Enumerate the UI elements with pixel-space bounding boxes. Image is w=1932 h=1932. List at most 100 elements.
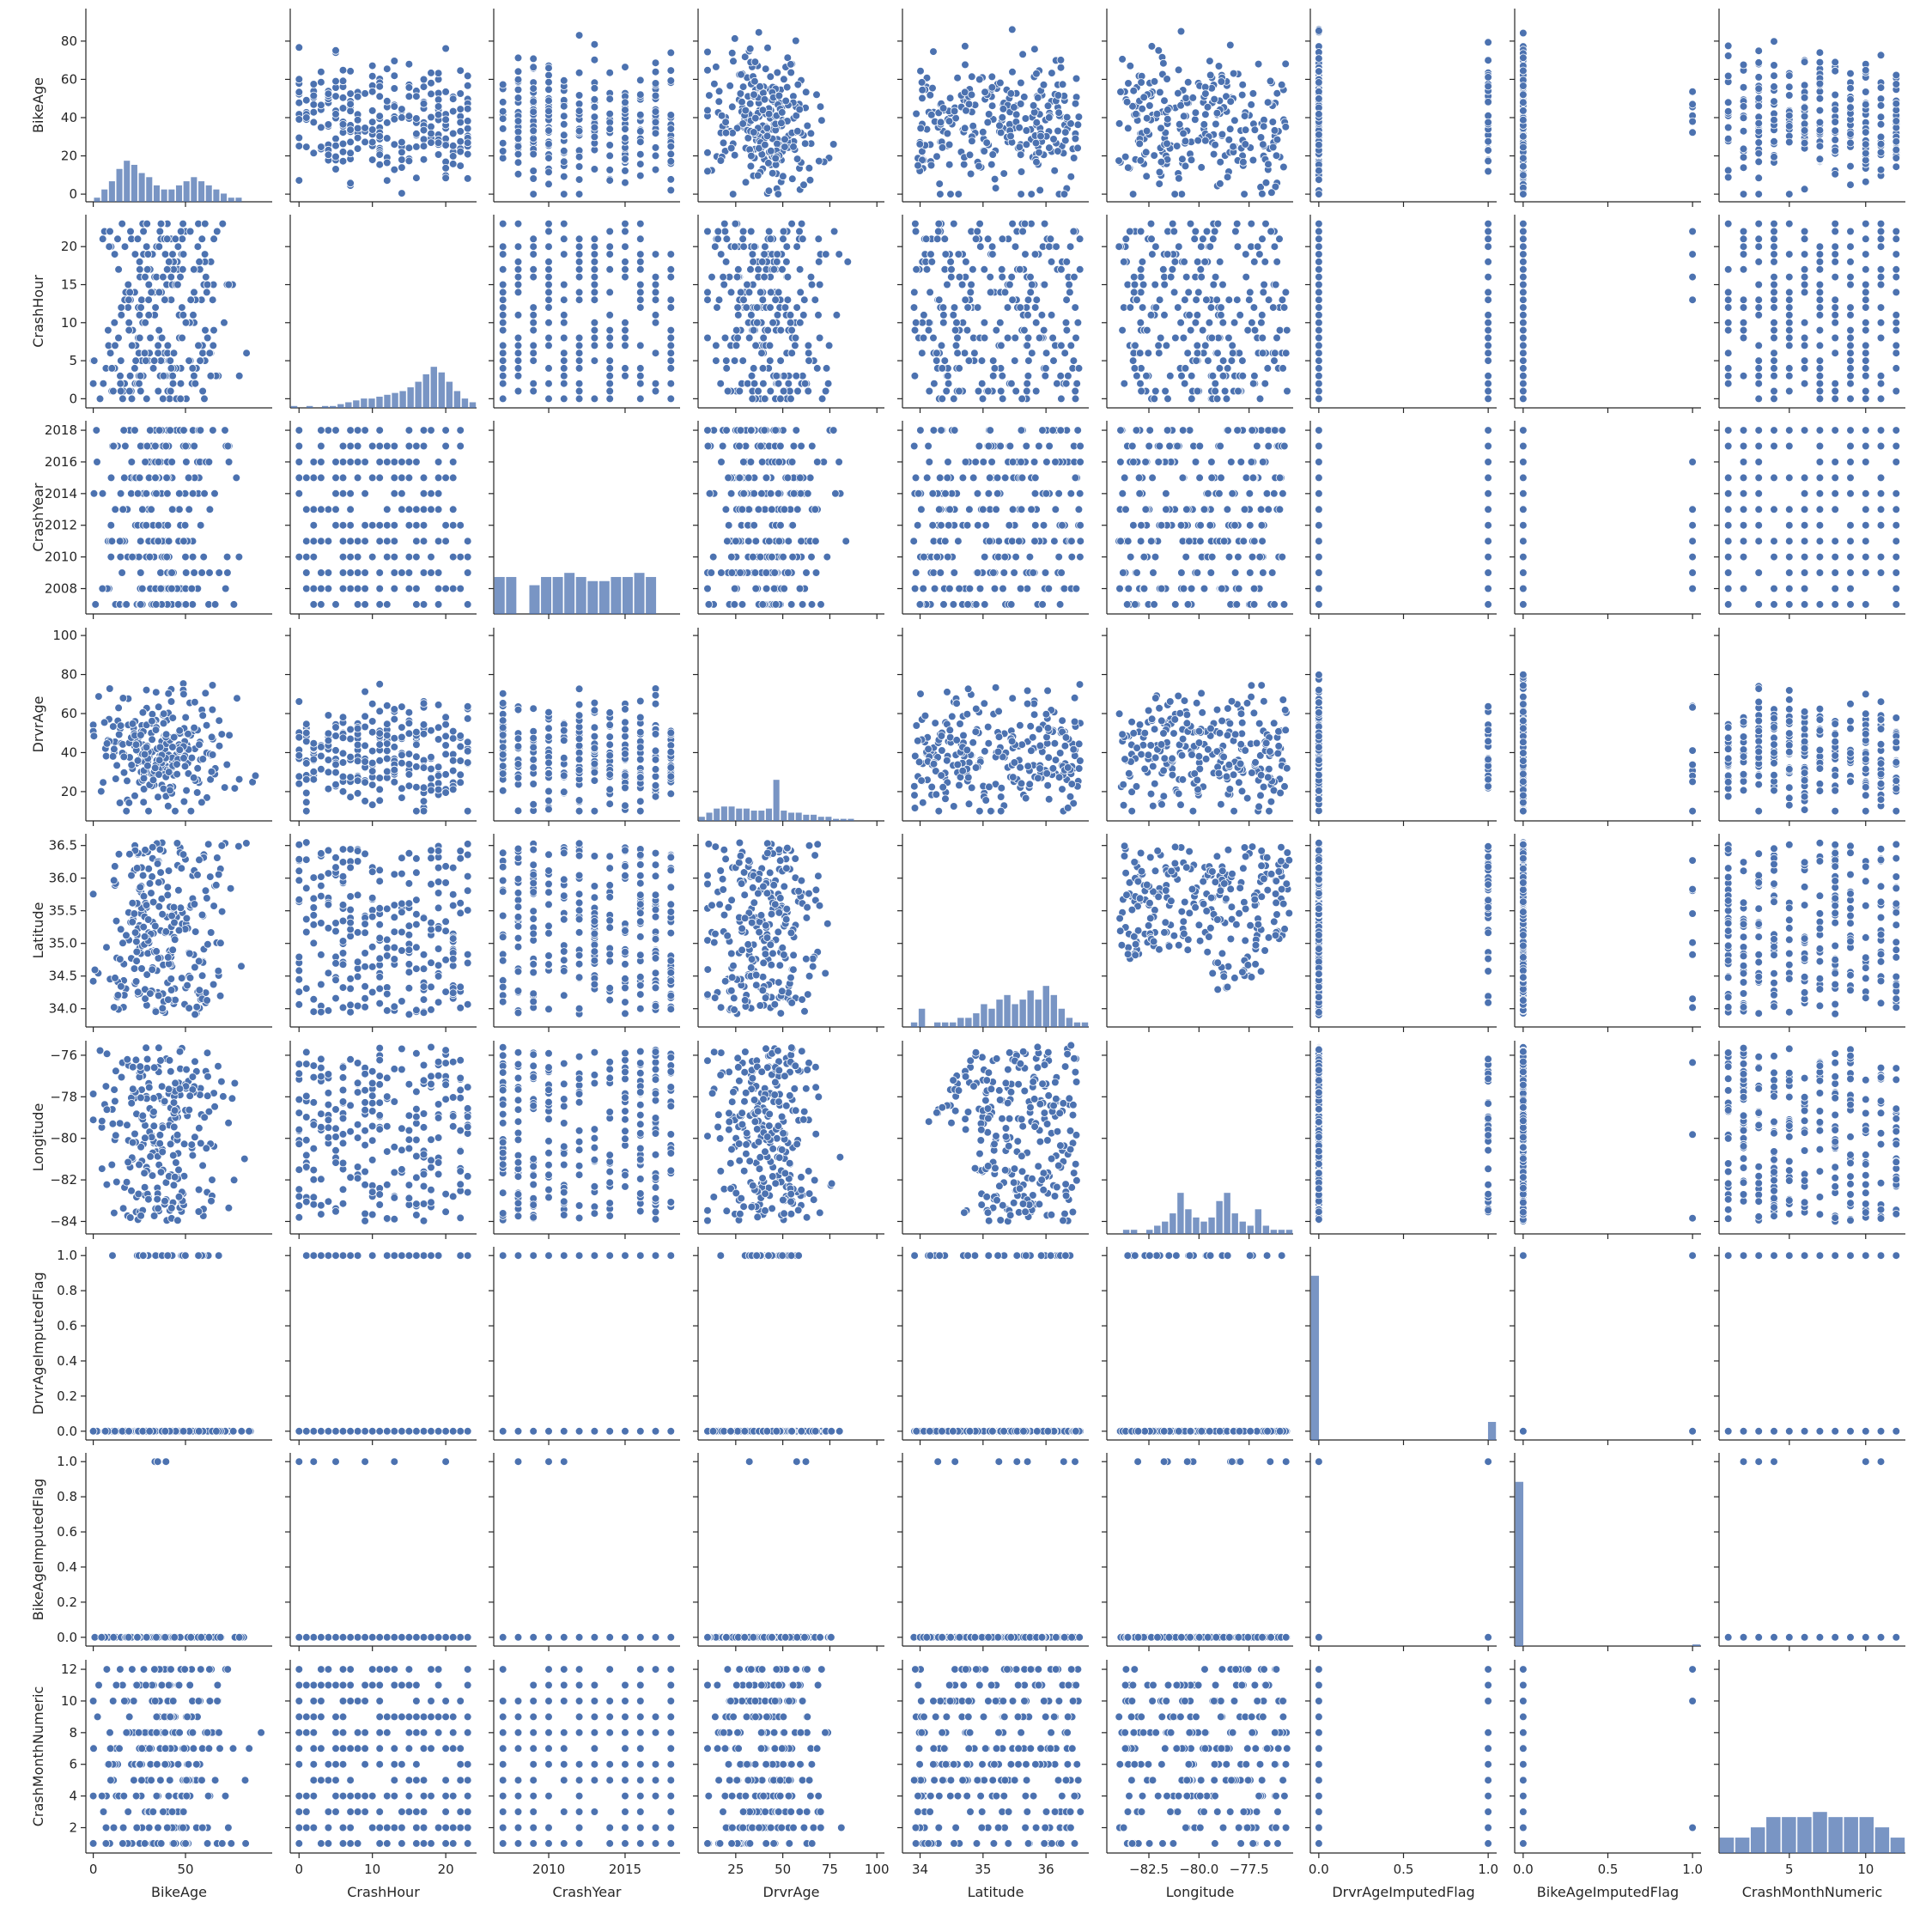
- scatter-point: [404, 473, 414, 483]
- scatter-point: [176, 394, 185, 404]
- scatter-point: [590, 39, 599, 49]
- scatter-point: [375, 160, 385, 169]
- scatter-point: [419, 520, 428, 530]
- scatter-point: [749, 325, 758, 335]
- scatter-point: [331, 46, 340, 55]
- scatter-point: [1815, 386, 1825, 396]
- scatter-point: [1020, 219, 1030, 228]
- scatter-point: [997, 264, 1006, 274]
- scatter-point: [1754, 303, 1763, 312]
- scatter-point: [346, 520, 355, 530]
- scatter-point: [353, 473, 362, 483]
- scatter-point: [1519, 82, 1528, 90]
- scatter-point: [434, 568, 443, 577]
- scatter-point: [1177, 371, 1186, 380]
- scatter-point: [590, 258, 599, 266]
- scatter-point: [1273, 333, 1281, 343]
- scatter-point: [1223, 173, 1232, 182]
- scatter-point: [98, 489, 107, 498]
- scatter-point: [125, 288, 135, 297]
- scatter-point: [221, 584, 230, 593]
- scatter-point: [1739, 318, 1748, 327]
- scatter-point: [815, 280, 824, 289]
- scatter-point: [1191, 115, 1200, 125]
- scatter-point: [1190, 234, 1199, 244]
- scatter-point: [723, 386, 732, 396]
- scatter-point: [295, 552, 304, 562]
- scatter-point: [918, 349, 927, 358]
- scatter-point: [912, 264, 920, 274]
- scatter-point: [787, 60, 795, 69]
- scatter-point: [1246, 288, 1255, 297]
- scatter-point: [621, 242, 629, 252]
- scatter-point: [154, 349, 162, 358]
- scatter-point: [173, 280, 182, 289]
- scatter-point: [559, 394, 568, 404]
- scatter-point: [1042, 364, 1050, 373]
- scatter-point: [353, 600, 362, 609]
- scatter-point: [117, 356, 125, 365]
- scatter-point: [156, 584, 166, 593]
- scatter-point: [317, 143, 325, 151]
- scatter-point: [419, 600, 428, 609]
- scatter-point: [375, 458, 385, 466]
- scatter-point: [995, 121, 1004, 131]
- scatter-point: [151, 473, 160, 483]
- scatter-point: [234, 371, 244, 380]
- scatter-point: [1209, 234, 1218, 244]
- panel-CrashHour-vs-Longitude: [1102, 215, 1293, 413]
- scatter-point: [635, 160, 645, 168]
- scatter-point: [1186, 325, 1195, 335]
- scatter-point: [950, 303, 959, 312]
- scatter-point: [999, 105, 1008, 113]
- scatter-point: [635, 127, 645, 136]
- scatter-point: [1739, 325, 1748, 335]
- scatter-point: [1075, 234, 1084, 244]
- scatter-point: [1815, 118, 1825, 127]
- scatter-point: [980, 318, 989, 327]
- scatter-point: [992, 325, 1001, 335]
- scatter-point: [1754, 364, 1763, 373]
- scatter-point: [1215, 258, 1224, 266]
- scatter-point: [752, 318, 762, 327]
- scatter-point: [1270, 126, 1279, 135]
- scatter-point: [605, 288, 614, 297]
- scatter-point: [1519, 234, 1528, 244]
- scatter-point: [1072, 74, 1081, 83]
- scatter-point: [1053, 379, 1061, 388]
- scatter-point: [224, 458, 234, 466]
- scatter-point: [1151, 242, 1160, 252]
- scatter-point: [1846, 364, 1855, 373]
- scatter-point: [1270, 356, 1279, 365]
- scatter-point: [448, 473, 458, 483]
- scatter-point: [1785, 325, 1794, 335]
- scatter-point: [147, 505, 155, 514]
- scatter-point: [1892, 325, 1901, 335]
- scatter-point: [1030, 250, 1040, 258]
- scatter-point: [1892, 162, 1901, 172]
- scatter-point: [793, 386, 802, 396]
- scatter-point: [368, 106, 377, 115]
- scatter-point: [361, 520, 369, 530]
- scatter-point: [559, 190, 568, 198]
- scatter-point: [666, 333, 676, 343]
- scatter-point: [738, 234, 747, 244]
- scatter-point: [793, 242, 801, 252]
- scatter-point: [1785, 219, 1794, 228]
- scatter-point: [176, 379, 185, 388]
- scatter-point: [750, 90, 758, 99]
- scatter-point: [988, 150, 997, 159]
- scatter-point: [795, 264, 805, 274]
- scatter-point: [119, 426, 129, 434]
- scatter-point: [190, 371, 198, 380]
- scatter-point: [1815, 379, 1825, 388]
- scatter-point: [412, 114, 421, 123]
- scatter-point: [1723, 371, 1733, 380]
- scatter-point: [747, 151, 756, 161]
- scatter-point: [1236, 311, 1244, 319]
- scatter-point: [441, 115, 450, 125]
- scatter-point: [441, 520, 450, 530]
- scatter-point: [404, 92, 414, 101]
- scatter-point: [1815, 371, 1825, 380]
- scatter-point: [777, 118, 786, 128]
